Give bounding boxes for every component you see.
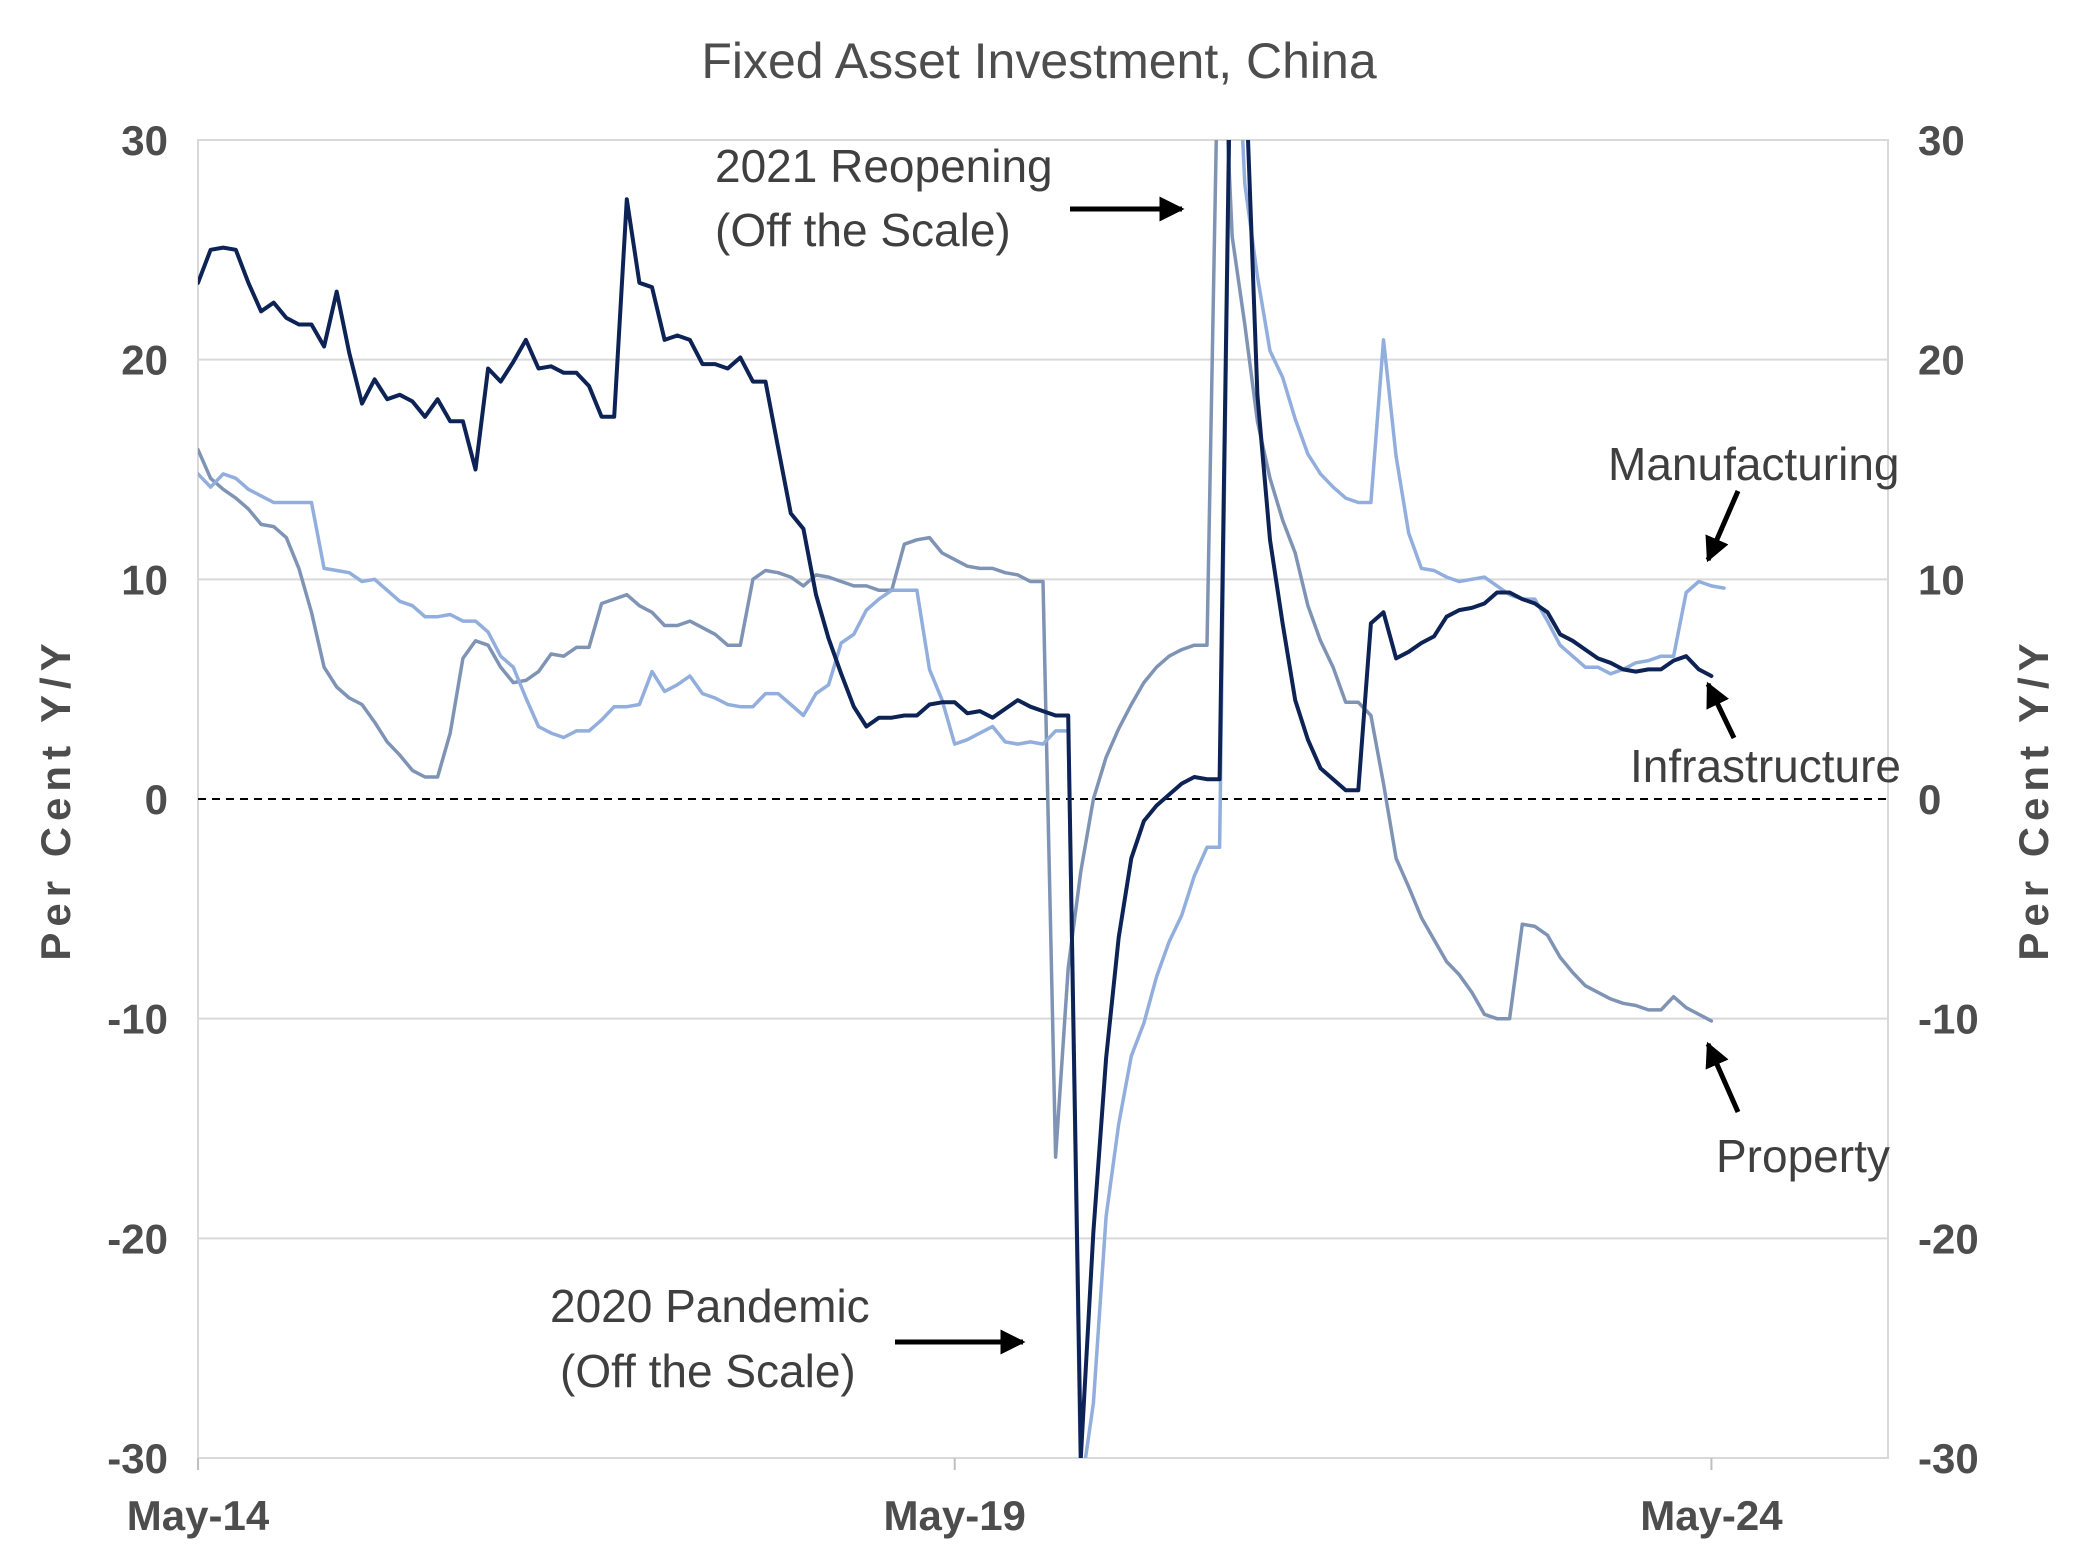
x-axis: May-14 May-19 May-24 xyxy=(127,1458,1783,1539)
manufacturing-label: Manufacturing xyxy=(1608,438,1900,490)
y-axis-left: 30 20 10 0 -10 -20 -30 xyxy=(107,117,168,1482)
series-layer xyxy=(198,140,1726,1458)
property-label: Property xyxy=(1716,1130,1890,1182)
property-arrow xyxy=(1705,1041,1741,1114)
pandemic-annotation-line2: (Off the Scale) xyxy=(560,1345,856,1397)
y-tick-label-right: -20 xyxy=(1918,1215,1979,1262)
reopening-annotation-line1: 2021 Reopening xyxy=(715,140,1053,192)
y-tick-label-right: 0 xyxy=(1918,776,1941,823)
series-line-manufacturing xyxy=(198,140,1726,1458)
y-axis-label-right: Per Cent Y/Y xyxy=(2010,637,2057,960)
y-tick-label-left: 10 xyxy=(121,556,168,603)
y-tick-label-right: 30 xyxy=(1918,117,1965,164)
series-line-property xyxy=(198,140,1714,1159)
y-tick-label-left: 30 xyxy=(121,117,168,164)
x-tick-label: May-24 xyxy=(1640,1492,1783,1539)
series-line-infrastructure xyxy=(198,140,1714,1458)
chart-title: Fixed Asset Investment, China xyxy=(701,33,1377,89)
y-tick-label-right: 20 xyxy=(1918,337,1965,384)
y-tick-label-left: -30 xyxy=(107,1435,168,1482)
y-axis-label-left: Per Cent Y/Y xyxy=(32,637,79,960)
y-tick-label-right: -30 xyxy=(1918,1435,1979,1482)
infrastructure-arrow xyxy=(1705,681,1737,740)
reopening-annotation-line2: (Off the Scale) xyxy=(715,204,1011,256)
pandemic-annotation-line1: 2020 Pandemic xyxy=(550,1280,870,1332)
y-tick-label-left: 20 xyxy=(121,337,168,384)
y-tick-label-left: -10 xyxy=(107,996,168,1043)
y-tick-label-left: 0 xyxy=(145,776,168,823)
y-tick-label-right: -10 xyxy=(1918,996,1979,1043)
y-axis-right: 30 20 10 0 -10 -20 -30 xyxy=(1918,117,1979,1482)
x-tick-label: May-19 xyxy=(884,1492,1026,1539)
y-tick-label-right: 10 xyxy=(1918,556,1965,603)
y-tick-label-left: -20 xyxy=(107,1215,168,1262)
infrastructure-label: Infrastructure xyxy=(1630,740,1901,792)
manufacturing-arrow xyxy=(1705,490,1741,563)
x-tick-label: May-14 xyxy=(127,1492,270,1539)
